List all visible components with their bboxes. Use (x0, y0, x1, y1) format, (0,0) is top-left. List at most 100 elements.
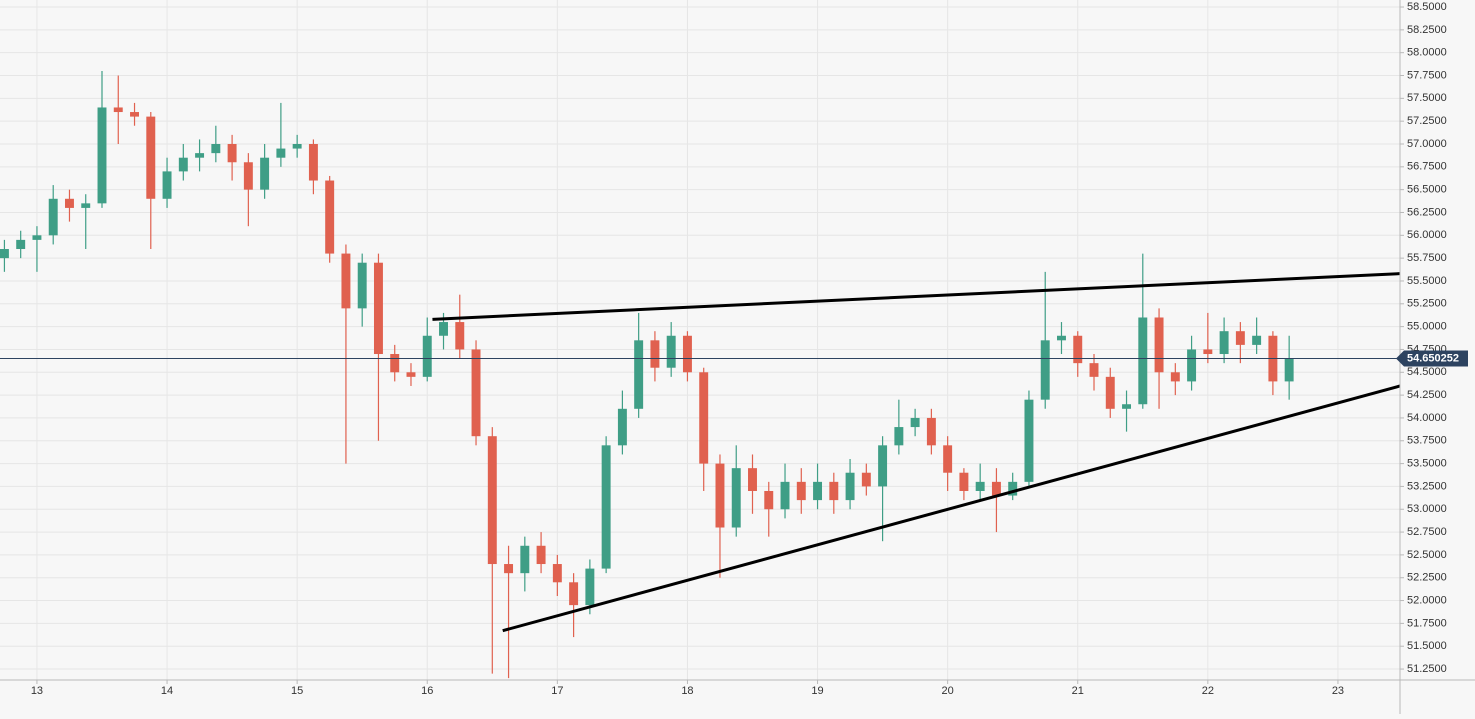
candle-body (243, 162, 253, 190)
candle-body (991, 481, 1001, 496)
candle-body (845, 472, 855, 501)
candle-body (975, 481, 985, 491)
candle-body (0, 249, 9, 259)
candle-body (1024, 399, 1034, 482)
trendline (502, 384, 1401, 633)
last-price-tag (1396, 350, 1468, 367)
candle-body (943, 445, 953, 473)
candle-body (601, 445, 611, 569)
candle-body (260, 157, 270, 190)
candle-body (390, 354, 400, 373)
candle-body (471, 349, 481, 437)
candle-body (650, 340, 660, 368)
candle-body (813, 481, 823, 501)
y-tick-label: 52.2500 (1407, 572, 1447, 584)
y-tick-label: 56.0000 (1407, 229, 1447, 241)
y-tick-label: 57.7500 (1407, 69, 1447, 81)
candle-body (292, 143, 302, 149)
candle-body (227, 143, 237, 163)
candle-body (682, 335, 692, 373)
candle-body (422, 335, 432, 377)
candle-body (569, 582, 579, 606)
candle-body (439, 322, 448, 336)
candle-body (910, 417, 920, 428)
candle-body (308, 143, 318, 181)
candle-body (65, 198, 74, 208)
candle-body (1252, 335, 1262, 345)
candle-body (1187, 349, 1197, 382)
candle-body (731, 468, 741, 528)
candle-body (1040, 340, 1050, 400)
candle-body (1073, 335, 1083, 364)
y-tick-label: 57.5000 (1407, 92, 1447, 104)
candle-body (97, 107, 107, 204)
candle-body (162, 171, 172, 199)
candle-body (16, 239, 26, 250)
candle-body (357, 262, 367, 309)
y-tick-label: 56.2500 (1407, 206, 1447, 218)
y-tick-label: 53.5000 (1407, 457, 1447, 469)
y-tick-label: 51.7500 (1407, 617, 1447, 629)
y-tick-label: 54.5000 (1407, 366, 1447, 378)
candle-body (81, 203, 91, 208)
candle-body (487, 436, 497, 565)
x-tick-label: 13 (31, 685, 43, 697)
candle-body (1203, 349, 1213, 355)
candle-body (325, 180, 335, 254)
candle-body (455, 322, 465, 350)
candle-body (1138, 317, 1148, 405)
candle-body (406, 372, 416, 377)
candle-body (926, 417, 936, 446)
candle-body (617, 408, 627, 446)
y-tick-label: 57.2500 (1407, 115, 1447, 127)
candle-body (1008, 481, 1018, 496)
y-tick-label: 57.0000 (1407, 138, 1447, 150)
candle-body (113, 107, 123, 113)
y-tick-label: 58.5000 (1407, 1, 1447, 13)
last-price-label: 54.650252 (1407, 352, 1459, 364)
y-tick-label: 51.5000 (1407, 640, 1447, 652)
y-tick-label: 52.0000 (1407, 594, 1447, 606)
candle-body (1154, 317, 1164, 373)
y-tick-label: 52.5000 (1407, 549, 1447, 561)
candle-body (780, 481, 790, 510)
candle-body (195, 153, 205, 158)
y-tick-label: 53.2500 (1407, 480, 1447, 492)
candle-body (504, 564, 514, 574)
candle-body (1284, 358, 1294, 382)
candle-body (341, 253, 351, 309)
x-tick-label: 15 (291, 685, 303, 697)
candle-body (178, 157, 188, 172)
y-tick-label: 55.7500 (1407, 252, 1447, 264)
trendline (432, 272, 1401, 321)
candle-body (552, 564, 562, 583)
y-tick-label: 53.0000 (1407, 503, 1447, 515)
y-tick-label: 56.5000 (1407, 184, 1447, 196)
candle-body (634, 340, 644, 409)
candle-body (894, 427, 904, 446)
y-tick-label: 54.2500 (1407, 389, 1447, 401)
x-tick-label: 18 (681, 685, 693, 697)
x-tick-label: 23 (1332, 685, 1344, 697)
y-tick-label: 52.7500 (1407, 526, 1447, 538)
candle-body (715, 463, 725, 528)
candle-body (861, 472, 871, 487)
candle-body (959, 472, 969, 491)
candle-body (666, 335, 676, 368)
candle-body (32, 235, 42, 240)
candle-body (211, 143, 221, 154)
candle-body (276, 148, 286, 158)
candle-body (878, 445, 888, 487)
x-tick-label: 16 (421, 685, 433, 697)
candle-body (1105, 376, 1115, 409)
candle-body (1122, 404, 1132, 409)
y-tick-label: 58.2500 (1407, 24, 1447, 36)
candle-body (1089, 363, 1099, 377)
candle-body (373, 262, 383, 355)
y-tick-label: 55.5000 (1407, 275, 1447, 287)
y-tick-label: 53.7500 (1407, 435, 1447, 447)
candle-body (1219, 331, 1229, 355)
